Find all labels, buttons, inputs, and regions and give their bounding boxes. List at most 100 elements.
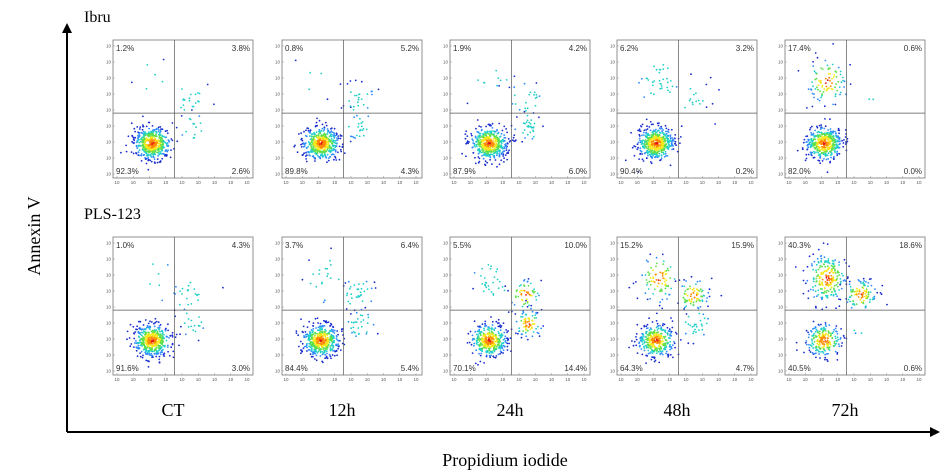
event-dot: [150, 130, 152, 133]
event-dot: [157, 273, 160, 275]
y-tick-label: 10: [275, 305, 281, 310]
event-dot: [838, 146, 841, 149]
x-tick-label: 10: [300, 377, 306, 382]
x-tick-label: 10: [283, 377, 289, 382]
event-dot: [352, 136, 355, 139]
event-dot: [145, 154, 148, 157]
event-dot: [526, 114, 529, 117]
event-dot: [308, 135, 311, 137]
event-dot: [329, 155, 332, 158]
event-dot: [522, 122, 525, 125]
x-tick-label: 10: [196, 377, 202, 382]
event-dot: [524, 107, 527, 110]
event-dot: [348, 100, 351, 102]
event-dot: [479, 333, 482, 336]
event-dot: [524, 331, 527, 334]
event-dot: [324, 140, 327, 143]
event-dot: [151, 137, 154, 140]
event-dot: [312, 138, 315, 141]
event-dot: [797, 69, 800, 72]
event-dot: [489, 124, 492, 126]
event-dot: [648, 150, 651, 153]
event-dot: [197, 293, 200, 296]
event-dot: [503, 157, 505, 160]
event-dot: [188, 99, 191, 102]
event-dot: [505, 147, 508, 150]
event-dot: [159, 339, 161, 341]
x-tick-label: 10: [667, 180, 673, 185]
event-dot: [657, 147, 659, 149]
panel-frame: [281, 236, 423, 376]
event-dot: [168, 354, 171, 357]
event-dot: [473, 144, 476, 147]
event-dot: [652, 153, 654, 156]
event-dot: [497, 142, 500, 145]
y-tick-label: 10: [443, 337, 449, 342]
event-dot: [806, 107, 808, 109]
event-dot: [829, 145, 832, 148]
event-dot: [344, 282, 347, 284]
event-dot: [337, 333, 339, 336]
event-dot: [485, 336, 488, 338]
event-dot: [490, 265, 492, 268]
event-dot: [130, 122, 133, 125]
event-dot: [314, 139, 316, 141]
event-dot: [145, 152, 148, 155]
event-dot: [154, 340, 157, 343]
quadrant-lr-value: 0.0%: [904, 167, 922, 176]
event-dot: [646, 143, 648, 146]
event-dot: [152, 263, 154, 265]
event-dot: [361, 129, 364, 132]
event-dot: [503, 161, 505, 163]
event-dot: [310, 145, 313, 148]
event-dot: [653, 137, 655, 140]
y-tick-label: 10: [610, 76, 616, 81]
y-tick-label: 10: [443, 44, 449, 49]
event-dot: [315, 327, 317, 329]
event-dot: [484, 148, 487, 151]
y-tick-label: 10: [106, 76, 112, 81]
event-dot: [172, 350, 175, 353]
event-dot: [323, 132, 326, 135]
event-dot: [535, 311, 537, 314]
event-dot: [823, 158, 825, 160]
event-dot: [484, 144, 486, 146]
event-dot: [337, 278, 340, 281]
event-dot: [829, 118, 831, 121]
event-dot: [506, 142, 509, 145]
event-dot: [812, 156, 815, 159]
y-tick-label: 10: [610, 337, 616, 342]
event-dot: [150, 344, 153, 347]
event-dot: [300, 352, 302, 355]
event-dot: [310, 151, 313, 154]
event-dot: [831, 149, 834, 151]
event-dot: [324, 134, 327, 137]
event-dot: [492, 355, 495, 358]
event-dot: [826, 146, 829, 149]
event-dot: [148, 127, 151, 130]
event-dot: [849, 63, 851, 66]
event-dot: [654, 156, 656, 159]
event-dot: [142, 339, 145, 342]
y-tick-label: 10: [106, 369, 112, 374]
event-dot: [330, 147, 333, 150]
event-dot: [127, 135, 130, 138]
event-dot: [366, 331, 368, 333]
x-tick-label: 10: [618, 377, 624, 382]
event-dot: [483, 338, 486, 341]
event-dot: [522, 289, 524, 292]
event-dot: [533, 122, 536, 125]
x-tick-label: 10: [651, 377, 657, 382]
event-dot: [333, 133, 335, 136]
event-dot: [641, 142, 644, 144]
x-tick-label: 10: [397, 180, 403, 185]
y-tick-label: 10: [106, 353, 112, 358]
y-tick-label: 10: [106, 241, 112, 246]
event-dot: [476, 140, 478, 143]
event-dot: [300, 318, 302, 320]
y-tick-label: 10: [443, 156, 449, 161]
event-dot: [502, 352, 504, 354]
event-dot: [646, 128, 649, 130]
event-dot: [328, 332, 331, 335]
